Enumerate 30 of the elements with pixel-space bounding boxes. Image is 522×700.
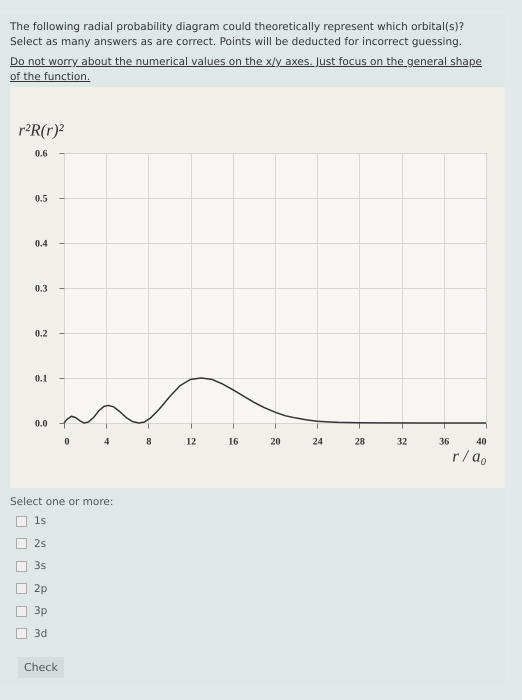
text: 1s — [34, 515, 46, 528]
chart-subtitle: Do not worry about the numerical values on the x/y axes. Just focus on the general shape of the function. — [10, 55, 483, 85]
y-tick-label: 0.0 — [35, 418, 48, 430]
x-tick-label: 12 — [186, 436, 196, 448]
text: 3d — [34, 628, 48, 640]
text: 3p — [34, 605, 48, 618]
y-axis-title: r²R(r)² — [18, 120, 65, 140]
text: Select one or more: — [10, 496, 114, 508]
y-tick-label: 0.6 — [35, 148, 48, 160]
x-tick-label: 4 — [104, 436, 110, 448]
x-tick-label: 20 — [270, 436, 280, 448]
text: 2p — [34, 582, 48, 595]
x-axis-title: r / a₀ — [452, 446, 487, 466]
y-tick-label: 0.1 — [35, 374, 48, 384]
x-tick-label: 16 — [228, 436, 238, 448]
x-tick-label: 40 — [476, 436, 486, 448]
text: 2s — [34, 538, 46, 550]
text: Check — [18, 657, 64, 678]
y-tick-label: 0.2 — [35, 328, 48, 340]
text: 3s — [34, 560, 46, 572]
y-tick-label: 0.4 — [35, 238, 48, 250]
x-tick-label: 8 — [146, 436, 152, 448]
x-tick-label: 0 — [64, 436, 70, 448]
chart-title: The following radial probability diagram could theoretically represent which orbital(s)? Select as many answers as are correct. Points will be deducted for incorrect guessing. — [9, 20, 466, 50]
x-tick-label: 36 — [439, 436, 450, 448]
y-tick-label: 0.5 — [35, 194, 48, 204]
x-tick-label: 28 — [354, 436, 365, 448]
x-tick-label: 32 — [397, 436, 408, 448]
y-tick-label: 0.3 — [35, 284, 48, 294]
x-tick-label: 24 — [312, 436, 323, 448]
